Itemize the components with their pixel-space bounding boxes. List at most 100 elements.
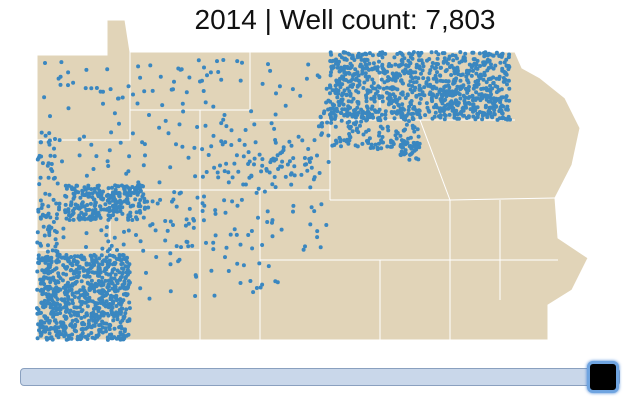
well-dot xyxy=(309,165,314,170)
well-dot xyxy=(453,92,458,97)
well-dot xyxy=(383,112,388,117)
well-dot xyxy=(47,265,52,270)
well-dot xyxy=(394,136,399,141)
well-dot xyxy=(176,259,181,264)
well-dot xyxy=(178,190,183,195)
well-dot xyxy=(393,133,398,138)
well-dot xyxy=(300,138,305,143)
well-dot xyxy=(106,282,111,287)
well-dot xyxy=(112,111,117,116)
well-dot xyxy=(329,117,334,122)
well-dot xyxy=(46,269,51,274)
well-dot xyxy=(107,148,112,153)
well-dot xyxy=(115,311,120,316)
well-dot xyxy=(430,86,435,91)
well-dot xyxy=(403,148,408,153)
well-dot xyxy=(195,195,200,200)
well-dot xyxy=(326,160,331,164)
well-dot xyxy=(107,322,112,327)
well-dot xyxy=(467,95,472,99)
well-dot xyxy=(424,101,429,106)
well-dot xyxy=(367,61,372,66)
well-dot xyxy=(280,159,285,164)
well-dot xyxy=(500,115,505,120)
well-dot xyxy=(126,84,131,89)
well-dot xyxy=(134,215,138,220)
well-dot xyxy=(288,172,293,177)
well-dot xyxy=(356,130,361,135)
well-dot xyxy=(260,157,265,162)
well-dot xyxy=(98,204,103,209)
well-dot xyxy=(168,262,173,267)
well-dot xyxy=(99,253,104,258)
well-dot xyxy=(107,258,112,263)
well-dot xyxy=(408,55,413,59)
well-dot xyxy=(133,197,138,202)
well-dot xyxy=(230,175,235,180)
well-dot xyxy=(396,102,401,107)
year-slider[interactable] xyxy=(20,368,620,386)
well-dot xyxy=(303,162,307,167)
well-dot xyxy=(60,278,65,283)
well-dot xyxy=(423,113,428,118)
well-dot xyxy=(126,332,131,337)
well-dot xyxy=(76,190,81,195)
well-dot xyxy=(417,53,422,58)
well-dot xyxy=(100,259,105,264)
well-dot xyxy=(118,140,123,145)
well-dot xyxy=(347,119,352,124)
well-dot xyxy=(103,326,108,331)
well-dot xyxy=(72,191,77,196)
well-dot xyxy=(246,150,251,155)
well-dot xyxy=(136,180,141,185)
well-dot xyxy=(507,52,512,57)
well-dot xyxy=(483,50,488,55)
well-dot xyxy=(57,252,62,257)
well-dot xyxy=(447,54,452,59)
well-dot xyxy=(339,97,344,102)
map-title: 2014 | Well count: 7,803 xyxy=(194,4,496,35)
well-dot xyxy=(218,163,222,168)
well-dot xyxy=(172,190,177,195)
well-dot xyxy=(53,137,57,141)
well-dot xyxy=(296,134,301,139)
well-dot xyxy=(118,320,123,325)
well-dot xyxy=(85,304,90,309)
well-dot xyxy=(78,195,83,200)
well-dot xyxy=(98,322,103,327)
well-dot xyxy=(126,264,131,269)
well-dot xyxy=(115,248,119,252)
well-dot xyxy=(497,74,502,79)
well-dot xyxy=(503,71,508,76)
well-dot xyxy=(316,124,321,129)
well-dot xyxy=(449,63,454,68)
well-dot xyxy=(213,208,218,213)
well-dot xyxy=(249,229,254,233)
well-dot xyxy=(455,68,460,73)
well-dot xyxy=(478,64,482,68)
well-dot xyxy=(157,125,162,130)
well-dot xyxy=(312,209,317,214)
well-dot xyxy=(117,254,122,259)
slider-thumb[interactable] xyxy=(587,361,619,393)
well-dot xyxy=(466,100,471,105)
well-dot xyxy=(135,101,140,106)
well-dot xyxy=(406,111,411,116)
well-dot xyxy=(326,98,331,103)
well-dot xyxy=(97,262,102,267)
well-dot xyxy=(243,128,248,132)
well-dot xyxy=(125,196,130,201)
well-dot xyxy=(500,66,505,71)
well-dot xyxy=(141,248,146,253)
well-dot xyxy=(455,56,459,61)
well-dot xyxy=(78,288,83,293)
well-dot xyxy=(58,311,63,316)
well-dot xyxy=(42,314,47,319)
well-dot xyxy=(470,93,475,98)
well-dot xyxy=(285,162,290,167)
well-dot xyxy=(109,293,113,298)
well-dot xyxy=(203,123,208,128)
well-dot xyxy=(434,95,439,100)
well-dot xyxy=(190,243,195,248)
well-dot xyxy=(273,112,278,117)
